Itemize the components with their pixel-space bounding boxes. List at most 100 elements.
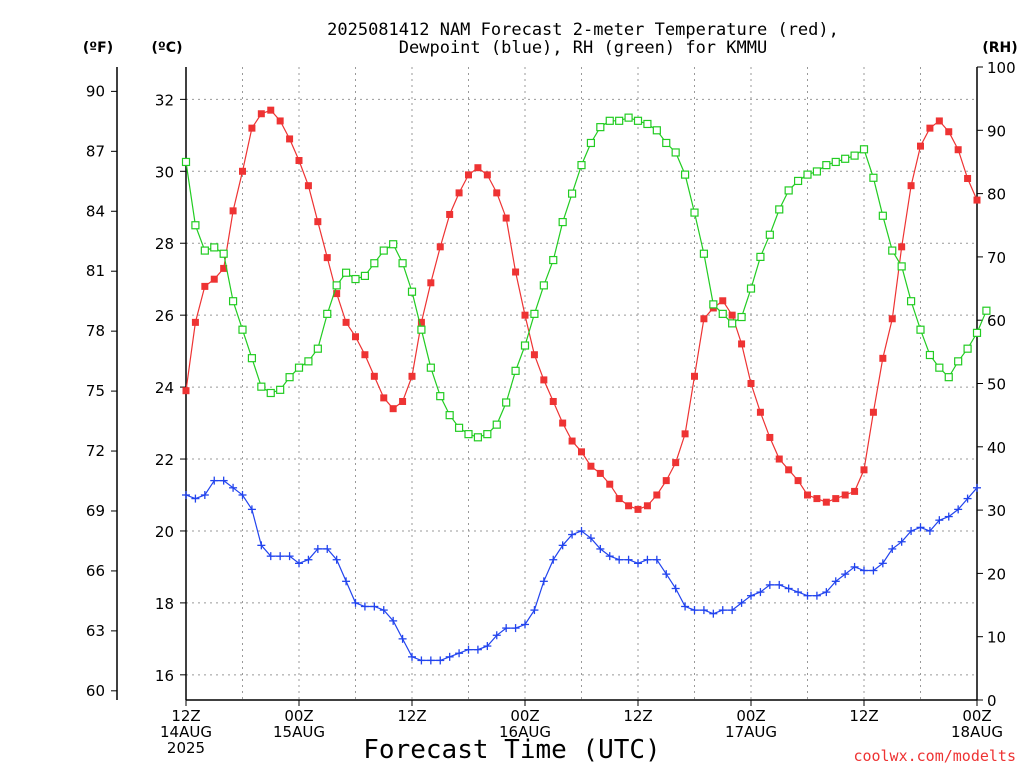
data-point-rh: [605, 116, 614, 125]
data-point-dewpoint: [455, 649, 464, 658]
data-point-temperature: [323, 254, 331, 262]
rh-tick-label: 40: [987, 439, 1006, 457]
data-point-dewpoint: [530, 606, 539, 615]
data-point-dewpoint: [247, 505, 256, 514]
data-point-temperature: [191, 318, 199, 326]
data-point-dewpoint: [379, 606, 388, 615]
data-point-temperature: [417, 318, 425, 326]
data-point-dewpoint: [897, 537, 906, 546]
data-point-temperature: [352, 333, 359, 341]
data-point-dewpoint: [483, 642, 492, 651]
data-point-rh: [784, 186, 793, 195]
data-point-dewpoint: [521, 620, 529, 629]
data-point-rh: [699, 249, 709, 258]
data-point-temperature: [333, 290, 341, 298]
data-point-dewpoint: [191, 494, 200, 503]
data-point-rh: [906, 297, 916, 306]
data-point-temperature: [530, 351, 538, 359]
data-point-dewpoint: [747, 591, 755, 600]
data-point-temperature: [954, 146, 962, 154]
data-point-temperature: [945, 128, 953, 136]
rh-tick-label: 30: [987, 502, 1006, 520]
data-point-rh: [822, 161, 831, 170]
data-point-rh: [294, 363, 304, 372]
data-point-temperature: [813, 495, 821, 503]
data-point-rh: [379, 246, 388, 255]
data-point-temperature: [342, 318, 350, 326]
data-point-rh: [624, 113, 633, 122]
data-point-dewpoint: [408, 652, 416, 661]
fahrenheit-tick-label: 66: [86, 562, 105, 580]
rh-tick-label: 10: [987, 629, 1006, 647]
credit-text: coolwx.com/modelts: [853, 747, 1016, 765]
data-point-temperature: [257, 110, 265, 118]
data-point-rh: [539, 281, 548, 290]
data-point-rh: [407, 287, 417, 296]
x-tick-label: 12Z: [397, 707, 426, 725]
data-point-dewpoint: [935, 516, 944, 525]
x-tick-label: 00Z: [962, 707, 991, 725]
data-point-rh: [577, 161, 586, 170]
data-point-rh: [520, 341, 530, 350]
data-point-temperature: [361, 351, 369, 359]
data-point-dewpoint: [351, 598, 360, 607]
data-point-dewpoint: [200, 490, 209, 499]
data-point-rh: [511, 366, 520, 375]
data-point-rh: [426, 363, 435, 372]
data-point-temperature: [672, 459, 680, 467]
x-tick-label: 2025: [167, 739, 205, 757]
data-point-dewpoint: [681, 602, 690, 611]
data-point-temperature: [615, 495, 623, 503]
data-point-temperature: [738, 340, 746, 348]
data-point-rh: [972, 328, 982, 337]
data-point-dewpoint: [831, 577, 840, 586]
celsius-tick-label: 24: [155, 379, 174, 397]
data-point-dewpoint: [586, 534, 595, 543]
data-point-dewpoint: [973, 483, 981, 492]
data-point-temperature: [653, 491, 661, 499]
x-tick-label: 12Z: [171, 707, 200, 725]
fahrenheit-tick-label: 84: [86, 202, 105, 220]
data-point-dewpoint: [812, 591, 821, 600]
series-lines: [181, 106, 991, 665]
data-point-rh: [530, 309, 539, 318]
data-point-temperature: [220, 264, 228, 272]
data-point-temperature: [512, 268, 520, 276]
data-point-dewpoint: [634, 559, 642, 568]
data-point-temperature: [794, 477, 802, 485]
data-point-temperature: [446, 210, 454, 218]
data-point-temperature: [691, 372, 698, 380]
data-point-rh: [728, 319, 737, 328]
data-point-dewpoint: [624, 555, 633, 564]
data-point-temperature: [785, 466, 793, 474]
data-point-temperature: [493, 189, 501, 197]
data-point-dewpoint: [671, 584, 680, 593]
fahrenheit-tick-label: 72: [86, 442, 105, 460]
rh-tick-label: 0: [987, 692, 997, 710]
data-point-temperature: [276, 117, 284, 125]
data-point-dewpoint: [502, 624, 511, 633]
data-point-rh: [266, 388, 275, 398]
data-point-dewpoint: [568, 530, 577, 539]
data-point-rh: [935, 363, 944, 372]
celsius-tick-label: 32: [155, 91, 174, 109]
data-point-temperature: [587, 462, 595, 470]
data-point-dewpoint: [285, 552, 294, 561]
fahrenheit-tick-label: 60: [86, 682, 105, 700]
data-point-rh: [925, 350, 935, 360]
data-point-dewpoint: [473, 645, 482, 654]
data-point-temperature: [239, 167, 246, 175]
data-point-dewpoint: [822, 588, 831, 597]
data-point-rh: [765, 230, 774, 239]
x-tick-label: 15AUG: [273, 723, 325, 741]
data-point-rh: [257, 382, 266, 391]
rh-tick-label: 100: [987, 59, 1016, 77]
data-point-temperature: [973, 196, 981, 204]
data-point-dewpoint: [229, 483, 238, 492]
data-point-temperature: [267, 106, 275, 114]
data-point-dewpoint: [907, 526, 916, 535]
data-point-temperature: [465, 171, 472, 179]
data-point-temperature: [314, 218, 322, 226]
data-point-temperature: [879, 354, 887, 362]
data-point-temperature: [210, 275, 218, 283]
